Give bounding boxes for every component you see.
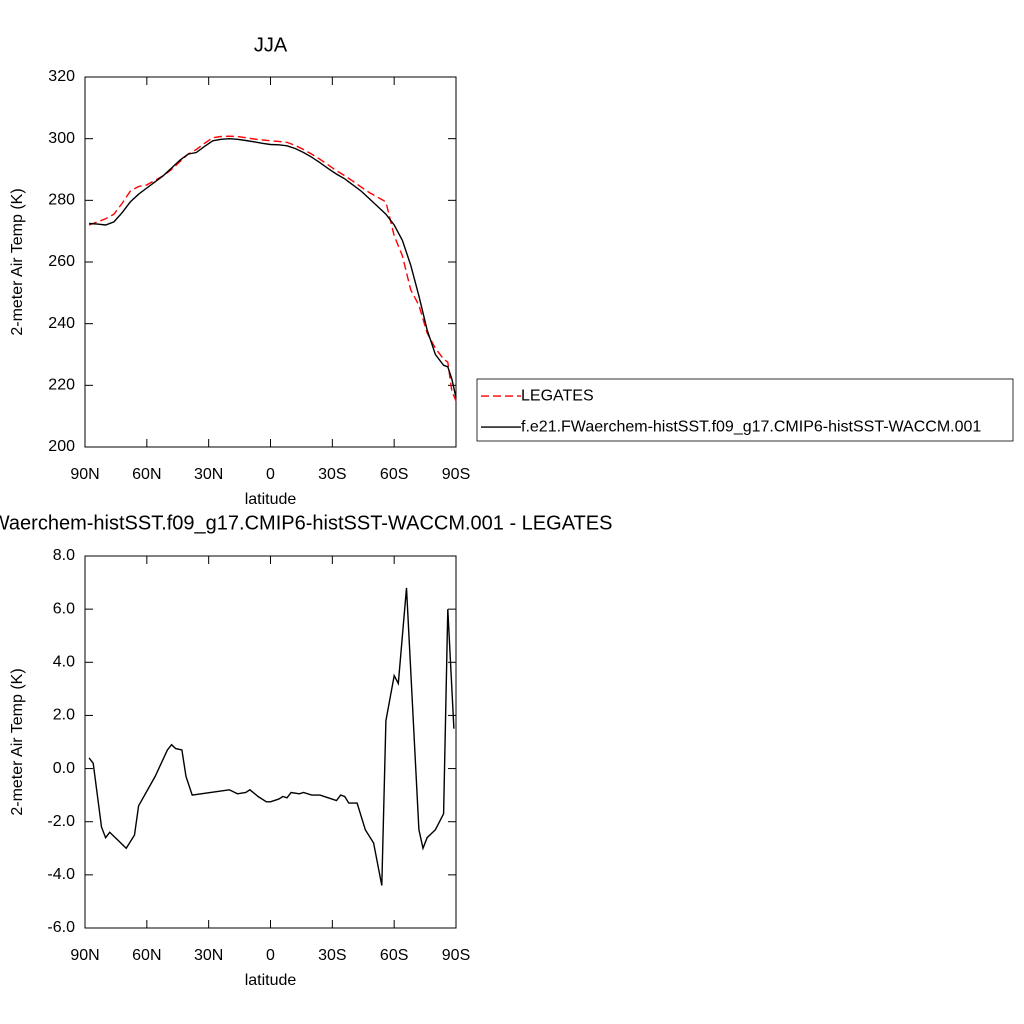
legend-label: LEGATES xyxy=(521,387,594,404)
y-tick-label: 240 xyxy=(48,315,75,332)
x-tick-label: 60N xyxy=(132,947,161,964)
x-tick-label: 60S xyxy=(380,947,408,964)
y-tick-label: 0.0 xyxy=(53,760,75,777)
y-tick-label: 200 xyxy=(48,438,75,455)
x-tick-label: 0 xyxy=(266,466,275,483)
y-tick-label: 2.0 xyxy=(53,707,75,724)
x-axis-label: latitude xyxy=(245,491,297,508)
x-tick-label: 90S xyxy=(442,466,470,483)
y-axis-label: 2-meter Air Temp (K) xyxy=(9,668,26,815)
legend: LEGATES f.e21.FWaerchem-histSST.f09_g17.C… xyxy=(476,378,1014,442)
y-tick-label: 4.0 xyxy=(53,654,75,671)
y-tick-label: 260 xyxy=(48,253,75,270)
y-tick-label: 6.0 xyxy=(53,600,75,617)
x-tick-label: 90N xyxy=(70,466,99,483)
data-line xyxy=(88,135,457,402)
plot-frame xyxy=(84,555,457,929)
x-tick-label: 30N xyxy=(194,466,223,483)
x-tick-label: 60S xyxy=(380,466,408,483)
data-line xyxy=(89,137,457,398)
data-line xyxy=(88,587,455,886)
chart-title: JJA xyxy=(254,34,288,56)
x-tick-label: 0 xyxy=(266,947,275,964)
y-tick-label: 320 xyxy=(48,68,75,85)
legend-label: f.e21.FWaerchem-histSST.f09_g17.CMIP6-hi… xyxy=(521,418,981,435)
chart-title: f.e21.FWaerchem-histSST.f09_g17.CMIP6-hi… xyxy=(0,512,612,534)
y-tick-label: 300 xyxy=(48,130,75,147)
x-axis-label: latitude xyxy=(245,972,297,989)
y-tick-label: -4.0 xyxy=(47,866,75,883)
x-tick-label: 60N xyxy=(132,466,161,483)
y-tick-label: 280 xyxy=(48,192,75,209)
x-tick-label: 30S xyxy=(318,947,346,964)
plot-frame xyxy=(84,76,457,448)
x-tick-label: 30N xyxy=(194,947,223,964)
y-tick-label: -6.0 xyxy=(47,919,75,936)
x-tick-label: 30S xyxy=(318,466,346,483)
x-tick-label: 90N xyxy=(70,947,99,964)
legend-box xyxy=(476,378,1014,442)
y-tick-label: -2.0 xyxy=(47,813,75,830)
y-tick-label: 220 xyxy=(48,377,75,394)
x-tick-label: 90S xyxy=(442,947,470,964)
y-axis-label: 2-meter Air Temp (K) xyxy=(9,188,26,335)
y-tick-label: 8.0 xyxy=(53,547,75,564)
